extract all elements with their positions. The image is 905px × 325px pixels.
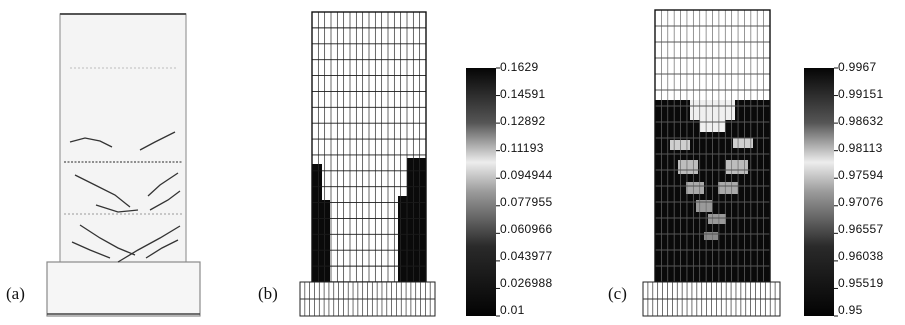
panel-label-c: (c) <box>608 284 627 303</box>
crack-pattern <box>69 131 181 263</box>
legend-b-tick-label: 0.1629 <box>500 60 539 74</box>
legend-b-tick-label: 0.026988 <box>500 276 553 290</box>
legend-c-tick-label: 0.96557 <box>838 222 884 236</box>
panel-c-mesh <box>642 9 781 317</box>
panel-a-specimen <box>46 13 201 317</box>
legend-c-tick-label: 0.99151 <box>838 87 884 101</box>
legend-c-tick-label: 0.98632 <box>838 114 884 128</box>
legend-b-tick-label: 0.01 <box>500 303 525 317</box>
legend-b-tick-label: 0.060966 <box>500 222 553 236</box>
legend-bar-c <box>804 67 838 317</box>
legend-c-tick-label: 0.97594 <box>838 168 884 182</box>
legend-c-tick-label: 0.95519 <box>838 276 884 290</box>
legend-c-tick-label: 0.96038 <box>838 249 884 263</box>
panel-label-b: (b) <box>258 284 278 303</box>
legend-b-tick-label: 0.14591 <box>500 87 546 101</box>
legend-b-tick-label: 0.094944 <box>500 168 553 182</box>
legend-c-tick-label: 0.9967 <box>838 60 877 74</box>
legend-b-tick-label: 0.077955 <box>500 195 553 209</box>
mesh-grid-c <box>655 10 770 282</box>
legend-b-tick-label: 0.12892 <box>500 114 546 128</box>
mesh-base-c <box>643 282 780 316</box>
legend-b-tick-label: 0.043977 <box>500 249 553 263</box>
mesh-grid-b <box>312 12 426 282</box>
legend-c-tick-label: 0.97076 <box>838 195 884 209</box>
legend-b-tick-label: 0.11193 <box>500 141 544 155</box>
panel-label-a: (a) <box>6 284 25 303</box>
legend-c-tick-label: 0.95 <box>838 303 863 317</box>
mesh-base-b <box>300 282 435 316</box>
legend-c-tick-label: 0.98113 <box>838 141 883 155</box>
legend-bar-b <box>466 67 500 317</box>
panel-b-mesh <box>299 11 436 317</box>
